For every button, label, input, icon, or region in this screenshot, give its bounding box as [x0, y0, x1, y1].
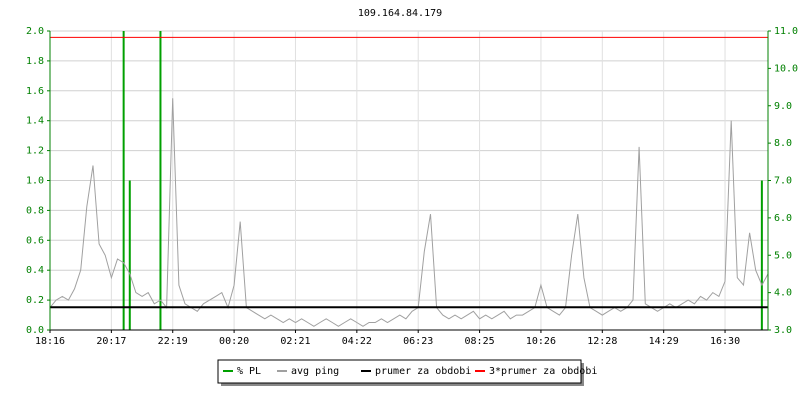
- y-tick-label: 1.0: [26, 176, 44, 187]
- y-tick-label: 1.6: [26, 86, 44, 97]
- legend-label: % PL: [237, 366, 261, 377]
- x-tick-label: 04:22: [342, 336, 372, 347]
- y2-tick-label: 3.0: [774, 325, 792, 336]
- legend-label: 3*prumer za obdobi: [489, 366, 597, 377]
- y2-tick-label: 11.0: [774, 26, 798, 37]
- y2-tick-label: 10.0: [774, 63, 798, 74]
- y2-tick-label: 8.0: [774, 138, 792, 149]
- x-tick-label: 12:28: [587, 336, 617, 347]
- x-tick-label: 16:30: [710, 336, 740, 347]
- y2-tick-label: 4.0: [774, 288, 792, 299]
- y-tick-label: 0.2: [26, 295, 44, 306]
- x-tick-label: 02:21: [280, 336, 310, 347]
- y2-tick-label: 7.0: [774, 176, 792, 187]
- y-tick-label: 0.6: [26, 235, 44, 246]
- x-tick-label: 14:29: [649, 336, 679, 347]
- y-tick-label: 0.4: [26, 265, 44, 276]
- y-tick-label: 1.2: [26, 146, 44, 157]
- legend: % PL avg ping prumer za obdobi 3*prumer za …: [217, 359, 597, 386]
- x-tick-label: 20:17: [96, 336, 126, 347]
- y2-tick-label: 5.0: [774, 250, 792, 261]
- x-tick-label: 22:19: [158, 336, 188, 347]
- chart-title: 109.164.84.179: [358, 8, 442, 19]
- x-tick-label: 10:26: [526, 336, 556, 347]
- x-tick-label: 00:20: [219, 336, 249, 347]
- y-tick-label: 2.0: [26, 26, 44, 37]
- series-line: [49, 98, 769, 327]
- y-tick-label: 1.4: [26, 116, 44, 127]
- legend-label: prumer za obdobi: [375, 366, 471, 377]
- y2-tick-label: 9.0: [774, 101, 792, 112]
- x-tick-label: 18:16: [35, 336, 65, 347]
- y-tick-label: 0.0: [26, 325, 44, 336]
- x-tick-label: 06:23: [403, 336, 433, 347]
- y2-tick-label: 6.0: [774, 213, 792, 224]
- y-tick-label: 1.8: [26, 56, 44, 67]
- x-tick-label: 08:25: [465, 336, 495, 347]
- legend-label: avg ping: [291, 366, 339, 377]
- y-tick-label: 0.8: [26, 205, 44, 216]
- legend-box: [217, 359, 582, 384]
